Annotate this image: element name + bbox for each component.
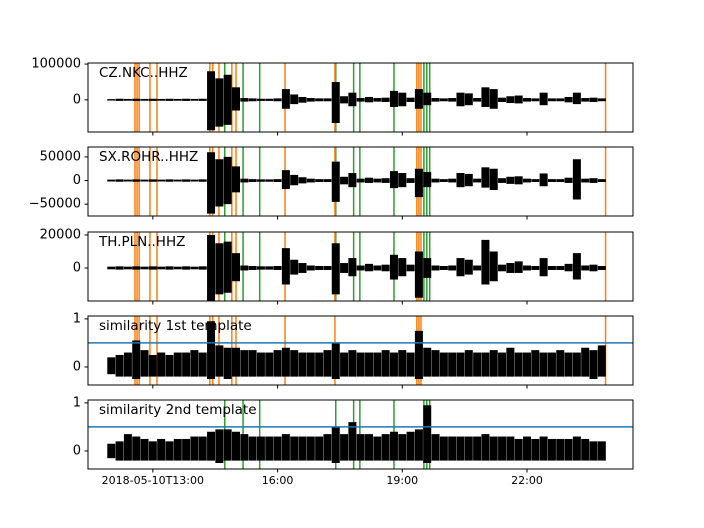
panel-label: TH.PLN..HHZ: [98, 234, 185, 250]
x-tick-label: 19:00: [386, 474, 418, 487]
x-tick-label: 16:00: [262, 474, 294, 487]
y-tick-label: 0: [73, 443, 81, 458]
y-tick-label: 0: [73, 173, 81, 188]
y-tick-label: 0: [73, 92, 81, 107]
axes-frame: [87, 231, 634, 302]
panel-label: CZ.NKC..HHZ: [99, 65, 188, 81]
y-tick-label: 0: [73, 260, 81, 275]
y-tick-label: 1: [73, 395, 81, 410]
y-tick-label: 20000: [40, 227, 81, 242]
axes-frame: [87, 315, 634, 386]
panel-label: SX.ROHR..HHZ: [99, 149, 198, 165]
plot-area: [107, 63, 607, 132]
panel-label: similarity 2nd template: [99, 402, 257, 418]
x-tick-label: 2018-05-10T13:00: [102, 474, 204, 487]
panel-label: similarity 1st template: [99, 318, 252, 334]
plot-area: [107, 147, 607, 216]
plot-area: [88, 316, 633, 385]
y-tick-label: 1: [73, 311, 81, 326]
y-tick-label: −50000: [29, 197, 81, 212]
y-tick-label: 0: [73, 359, 81, 374]
axes-frame: [87, 146, 634, 217]
axes-frame: [87, 399, 634, 470]
y-tick-label: 100000: [31, 57, 81, 72]
y-tick-label: 50000: [40, 149, 81, 164]
axes-frame: [87, 62, 634, 133]
x-tick-label: 22:00: [511, 474, 543, 487]
plot-area: [107, 232, 607, 301]
plot-area: [88, 400, 633, 469]
